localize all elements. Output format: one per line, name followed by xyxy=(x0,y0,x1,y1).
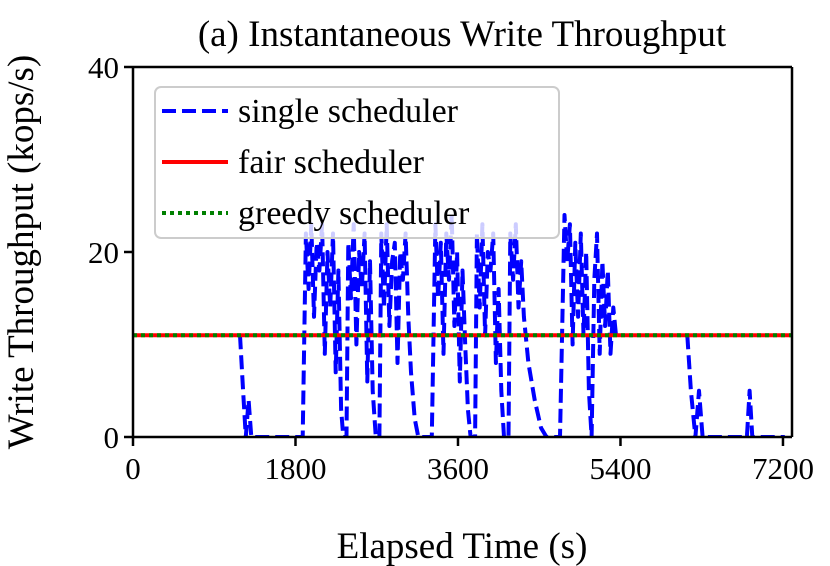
legend: single scheduler fair scheduler greedy sch… xyxy=(154,86,560,239)
y-ticks: 0 20 40 xyxy=(88,50,133,455)
y-tick-label: 20 xyxy=(88,235,119,270)
series-line-single-scheduler xyxy=(238,213,785,437)
y-tick-label: 0 xyxy=(104,420,120,455)
x-tick-label: 5400 xyxy=(589,451,651,486)
series-layer xyxy=(133,213,792,437)
y-axis-label: Write Throughput (kops/s) xyxy=(1,55,42,450)
x-ticks: 0 1800 3600 5400 7200 xyxy=(125,437,814,486)
legend-frame xyxy=(154,86,560,239)
legend-label: greedy scheduler xyxy=(238,195,470,232)
x-tick-label: 7200 xyxy=(752,451,814,486)
x-tick-label: 3600 xyxy=(427,451,489,486)
x-tick-label: 1800 xyxy=(264,451,326,486)
x-axis-label: Elapsed Time (s) xyxy=(337,526,588,566)
x-tick-label: 0 xyxy=(125,451,141,486)
y-tick-label: 40 xyxy=(88,50,119,85)
legend-label: single scheduler xyxy=(238,93,459,130)
legend-label: fair scheduler xyxy=(238,144,425,181)
chart-title: (a) Instantaneous Write Throughput xyxy=(198,14,727,55)
